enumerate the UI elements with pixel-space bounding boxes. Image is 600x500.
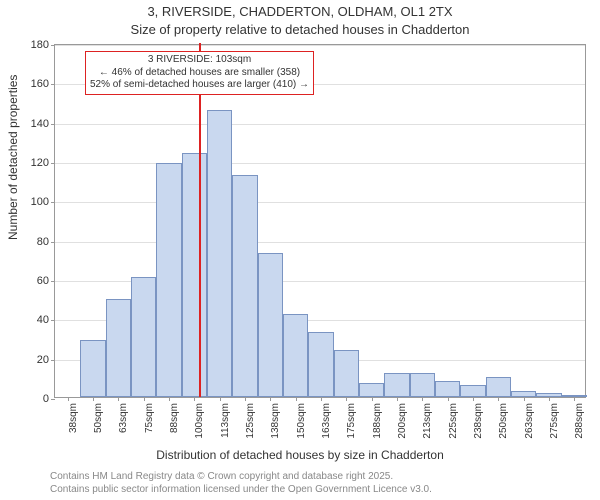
histogram-bar: [156, 163, 181, 397]
gridline: [55, 45, 585, 46]
annotation-line: ← 46% of detached houses are smaller (35…: [90, 67, 309, 80]
x-tick-label: 75sqm: [144, 403, 155, 433]
x-tick-mark: [448, 397, 449, 401]
x-tick-mark: [549, 397, 550, 401]
x-tick-mark: [346, 397, 347, 401]
y-tick-label: 60: [37, 275, 49, 287]
histogram-bar: [359, 383, 384, 397]
y-tick-label: 180: [31, 39, 49, 51]
x-tick-label: 150sqm: [296, 403, 307, 439]
x-tick-label: 38sqm: [68, 403, 79, 433]
histogram-bar: [258, 253, 283, 397]
x-tick-mark: [144, 397, 145, 401]
y-tick-mark: [51, 163, 55, 164]
histogram-bar: [460, 385, 485, 397]
x-tick-mark: [220, 397, 221, 401]
histogram-bar: [207, 110, 232, 397]
x-tick-mark: [422, 397, 423, 401]
x-tick-mark: [524, 397, 525, 401]
x-tick-mark: [372, 397, 373, 401]
x-tick-mark: [473, 397, 474, 401]
x-tick-label: 238sqm: [473, 403, 484, 439]
y-tick-label: 40: [37, 314, 49, 326]
x-tick-mark: [574, 397, 575, 401]
y-tick-mark: [51, 202, 55, 203]
x-tick-label: 163sqm: [321, 403, 332, 439]
y-tick-mark: [51, 399, 55, 400]
y-tick-mark: [51, 84, 55, 85]
y-tick-label: 100: [31, 196, 49, 208]
x-tick-label: 288sqm: [574, 403, 585, 439]
x-tick-label: 175sqm: [346, 403, 357, 439]
gridline: [55, 242, 585, 243]
x-tick-label: 113sqm: [220, 403, 231, 438]
y-axis-label: Number of detached properties: [6, 75, 20, 240]
x-tick-label: 213sqm: [422, 403, 433, 439]
y-tick-label: 20: [37, 354, 49, 366]
x-tick-label: 50sqm: [93, 403, 104, 433]
x-tick-label: 225sqm: [448, 403, 459, 439]
x-tick-label: 88sqm: [169, 403, 180, 433]
histogram-bar: [232, 175, 257, 397]
histogram-bar: [283, 314, 308, 397]
x-tick-label: 200sqm: [397, 403, 408, 439]
y-tick-mark: [51, 242, 55, 243]
x-tick-mark: [169, 397, 170, 401]
x-tick-mark: [245, 397, 246, 401]
y-tick-mark: [51, 360, 55, 361]
plot-area: 02040608010012014016018038sqm50sqm63sqm7…: [54, 44, 586, 398]
x-tick-mark: [93, 397, 94, 401]
gridline: [55, 202, 585, 203]
y-tick-label: 0: [43, 393, 49, 405]
y-tick-mark: [51, 45, 55, 46]
histogram-bar: [308, 332, 333, 397]
x-tick-mark: [194, 397, 195, 401]
histogram-bar: [131, 277, 156, 397]
y-tick-label: 80: [37, 236, 49, 248]
x-tick-mark: [296, 397, 297, 401]
x-tick-mark: [397, 397, 398, 401]
x-tick-label: 263sqm: [524, 403, 535, 439]
histogram-bar: [80, 340, 105, 397]
x-tick-label: 63sqm: [118, 403, 129, 433]
gridline: [55, 124, 585, 125]
histogram-bar: [384, 373, 409, 397]
x-tick-label: 275sqm: [549, 403, 560, 439]
histogram-bar: [182, 153, 207, 397]
credits-line2: Contains public sector information licen…: [50, 483, 432, 496]
chart-subtitle: Size of property relative to detached ho…: [0, 22, 600, 37]
x-tick-mark: [270, 397, 271, 401]
annotation-box: 3 RIVERSIDE: 103sqm← 46% of detached hou…: [85, 51, 314, 95]
x-tick-label: 250sqm: [498, 403, 509, 439]
y-tick-label: 140: [31, 118, 49, 130]
x-axis-label: Distribution of detached houses by size …: [0, 448, 600, 462]
y-tick-mark: [51, 281, 55, 282]
x-tick-label: 138sqm: [270, 403, 281, 439]
chart-root: 3, RIVERSIDE, CHADDERTON, OLDHAM, OL1 2T…: [0, 0, 600, 500]
x-tick-mark: [321, 397, 322, 401]
y-tick-mark: [51, 320, 55, 321]
annotation-line: 3 RIVERSIDE: 103sqm: [90, 54, 309, 67]
histogram-bar: [106, 299, 131, 397]
histogram-bar: [486, 377, 511, 397]
x-tick-mark: [498, 397, 499, 401]
histogram-bar: [410, 373, 435, 397]
histogram-bar: [334, 350, 359, 397]
gridline: [55, 163, 585, 164]
credits: Contains HM Land Registry data © Crown c…: [50, 470, 432, 496]
histogram-bar: [435, 381, 460, 397]
chart-title: 3, RIVERSIDE, CHADDERTON, OLDHAM, OL1 2T…: [0, 4, 600, 19]
x-tick-mark: [118, 397, 119, 401]
annotation-line: 52% of semi-detached houses are larger (…: [90, 79, 309, 92]
marker-line: [199, 43, 201, 397]
x-tick-label: 188sqm: [372, 403, 383, 439]
y-tick-label: 120: [31, 157, 49, 169]
x-tick-label: 100sqm: [194, 403, 205, 439]
x-tick-mark: [68, 397, 69, 401]
x-tick-label: 125sqm: [245, 403, 256, 439]
y-tick-mark: [51, 124, 55, 125]
y-tick-label: 160: [31, 78, 49, 90]
credits-line1: Contains HM Land Registry data © Crown c…: [50, 470, 432, 483]
